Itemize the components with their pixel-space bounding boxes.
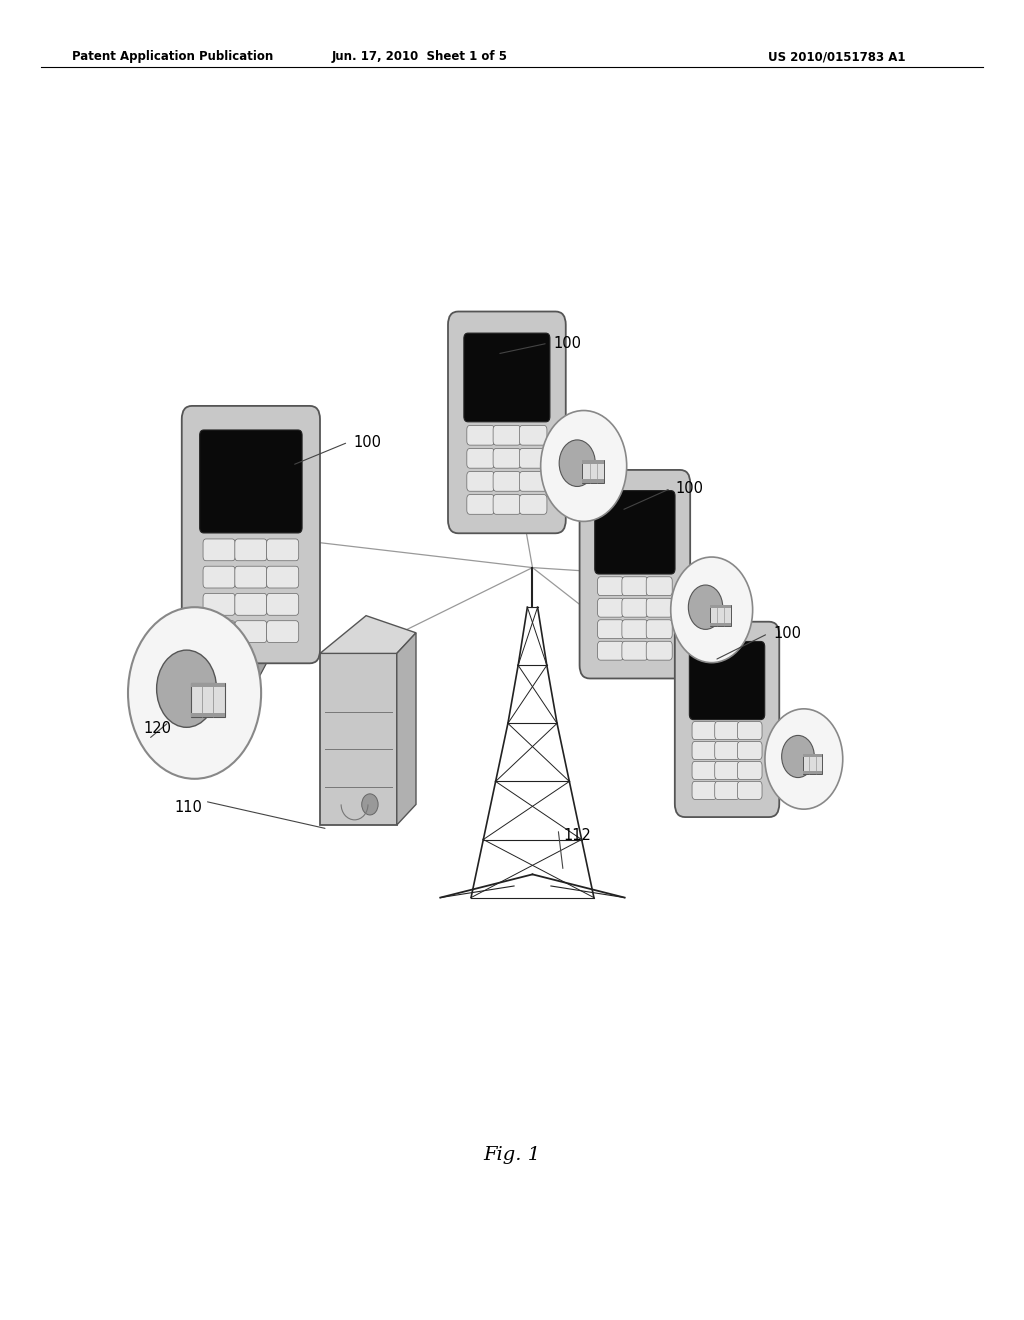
FancyBboxPatch shape	[737, 742, 762, 759]
Circle shape	[541, 411, 627, 521]
FancyBboxPatch shape	[234, 594, 267, 615]
FancyBboxPatch shape	[583, 461, 604, 463]
FancyBboxPatch shape	[203, 594, 236, 615]
FancyBboxPatch shape	[715, 762, 739, 779]
FancyBboxPatch shape	[467, 495, 495, 515]
FancyBboxPatch shape	[675, 622, 779, 817]
FancyBboxPatch shape	[182, 407, 319, 664]
FancyBboxPatch shape	[737, 722, 762, 739]
FancyBboxPatch shape	[803, 754, 822, 774]
Text: Patent Application Publication: Patent Application Publication	[72, 50, 273, 63]
FancyBboxPatch shape	[191, 682, 224, 717]
FancyBboxPatch shape	[234, 620, 267, 643]
FancyBboxPatch shape	[494, 449, 520, 469]
Circle shape	[559, 440, 595, 487]
FancyBboxPatch shape	[692, 781, 717, 800]
Text: Fig. 1: Fig. 1	[483, 1146, 541, 1164]
FancyBboxPatch shape	[203, 566, 236, 587]
Text: 100: 100	[773, 626, 801, 642]
FancyBboxPatch shape	[494, 495, 520, 515]
FancyBboxPatch shape	[692, 722, 717, 739]
Text: 100: 100	[553, 335, 581, 351]
FancyBboxPatch shape	[737, 781, 762, 800]
FancyBboxPatch shape	[467, 471, 495, 491]
FancyBboxPatch shape	[266, 539, 299, 561]
Polygon shape	[148, 651, 273, 737]
Text: 100: 100	[353, 434, 381, 450]
FancyBboxPatch shape	[519, 449, 547, 469]
FancyBboxPatch shape	[203, 539, 236, 561]
FancyBboxPatch shape	[692, 762, 717, 779]
FancyBboxPatch shape	[711, 605, 731, 607]
FancyBboxPatch shape	[494, 471, 520, 491]
FancyBboxPatch shape	[622, 577, 648, 595]
FancyBboxPatch shape	[711, 623, 731, 626]
Text: US 2010/0151783 A1: US 2010/0151783 A1	[768, 50, 905, 63]
Circle shape	[781, 735, 814, 777]
FancyBboxPatch shape	[803, 754, 822, 756]
FancyBboxPatch shape	[646, 620, 672, 639]
FancyBboxPatch shape	[519, 495, 547, 515]
FancyBboxPatch shape	[715, 742, 739, 759]
FancyBboxPatch shape	[200, 430, 302, 533]
FancyBboxPatch shape	[598, 598, 624, 618]
Text: 120: 120	[143, 721, 171, 737]
FancyBboxPatch shape	[519, 471, 547, 491]
FancyBboxPatch shape	[191, 713, 224, 717]
FancyBboxPatch shape	[234, 566, 267, 587]
FancyBboxPatch shape	[598, 642, 624, 660]
FancyBboxPatch shape	[692, 742, 717, 759]
FancyBboxPatch shape	[622, 620, 648, 639]
FancyBboxPatch shape	[583, 479, 604, 483]
FancyBboxPatch shape	[598, 577, 624, 595]
FancyBboxPatch shape	[646, 642, 672, 660]
FancyBboxPatch shape	[598, 620, 624, 639]
FancyBboxPatch shape	[715, 722, 739, 739]
Circle shape	[157, 651, 216, 727]
Circle shape	[361, 793, 378, 814]
FancyBboxPatch shape	[737, 762, 762, 779]
FancyBboxPatch shape	[711, 605, 731, 626]
FancyBboxPatch shape	[467, 425, 495, 445]
Text: Jun. 17, 2010  Sheet 1 of 5: Jun. 17, 2010 Sheet 1 of 5	[332, 50, 508, 63]
FancyBboxPatch shape	[646, 598, 672, 618]
FancyBboxPatch shape	[715, 781, 739, 800]
FancyBboxPatch shape	[622, 598, 648, 618]
FancyBboxPatch shape	[803, 771, 822, 774]
Polygon shape	[549, 408, 555, 488]
FancyBboxPatch shape	[234, 539, 267, 561]
Circle shape	[688, 585, 723, 630]
FancyBboxPatch shape	[266, 620, 299, 643]
Polygon shape	[319, 615, 416, 653]
FancyBboxPatch shape	[467, 449, 495, 469]
FancyBboxPatch shape	[583, 461, 604, 483]
FancyBboxPatch shape	[519, 425, 547, 445]
FancyBboxPatch shape	[689, 642, 765, 719]
FancyBboxPatch shape	[191, 682, 224, 686]
FancyBboxPatch shape	[266, 566, 299, 587]
FancyBboxPatch shape	[646, 577, 672, 595]
FancyBboxPatch shape	[449, 312, 565, 533]
Circle shape	[765, 709, 843, 809]
FancyBboxPatch shape	[464, 333, 550, 422]
Text: 110: 110	[174, 800, 202, 816]
FancyBboxPatch shape	[494, 425, 520, 445]
Text: 112: 112	[563, 828, 591, 843]
FancyBboxPatch shape	[203, 620, 236, 643]
Circle shape	[128, 607, 261, 779]
FancyBboxPatch shape	[595, 491, 675, 574]
Polygon shape	[396, 632, 416, 825]
FancyBboxPatch shape	[580, 470, 690, 678]
FancyBboxPatch shape	[319, 653, 397, 825]
Polygon shape	[677, 560, 680, 632]
Text: 100: 100	[676, 480, 703, 496]
FancyBboxPatch shape	[266, 594, 299, 615]
Circle shape	[671, 557, 753, 663]
FancyBboxPatch shape	[622, 642, 648, 660]
